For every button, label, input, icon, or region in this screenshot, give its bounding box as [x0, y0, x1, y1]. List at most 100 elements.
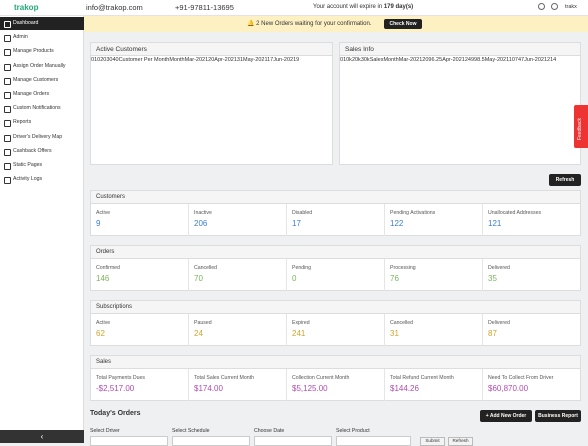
stat-value: -$2,517.00: [96, 384, 135, 393]
value-label: 31: [236, 57, 244, 63]
nav-item[interactable]: Admin: [0, 31, 84, 44]
filter-input[interactable]: [254, 436, 332, 446]
y-tick-label: 40: [112, 57, 119, 63]
value-label: 17: [267, 57, 274, 63]
nav-item[interactable]: Manage Orders: [0, 88, 84, 101]
stat-value: $144.26: [390, 384, 419, 393]
stat-value: 206: [194, 219, 208, 228]
x-tick-label: May-2021: [243, 57, 268, 63]
stat-cell: Processing 76: [385, 259, 483, 291]
collapse-button[interactable]: ‹: [0, 430, 84, 443]
y-axis-label: Customer Per Month: [118, 57, 170, 63]
stat-label: Total Refund Current Month: [390, 375, 454, 381]
notice-bar: 🔔 2 New Orders waiting for your confirma…: [84, 16, 588, 32]
stat-cell: Pending Activations 122: [385, 204, 483, 236]
x-tick-label: Mar-2021: [398, 57, 423, 63]
stat-value: 17: [292, 219, 301, 228]
chart-panel: Active Customers 010203040Customer Per Mo…: [90, 42, 333, 165]
stat-value: 35: [488, 274, 497, 283]
stat-cell: Delivered 35: [483, 259, 581, 291]
stat-label: Disabled: [292, 210, 313, 216]
panel-title: Customers: [91, 191, 580, 204]
stat-cell: Expired 241: [287, 314, 385, 346]
nav-item[interactable]: Manage Customers: [0, 74, 84, 87]
value-label: 10747: [508, 57, 525, 63]
filter-input[interactable]: [336, 436, 411, 446]
chart: 010k20k30kSalesMonthMar-20212096.25Apr-2…: [340, 57, 556, 63]
stat-value: 62: [96, 329, 105, 338]
filter-input[interactable]: [172, 436, 250, 446]
stat-label: Delivered: [488, 265, 510, 271]
action-button[interactable]: + Add New Order: [480, 410, 532, 422]
stat-label: Processing: [390, 265, 416, 271]
x-tick-label: Mar-2021: [184, 57, 209, 63]
refresh-button[interactable]: Refresh: [549, 174, 581, 186]
stat-cell: Delivered 87: [483, 314, 581, 346]
stat-cell: Total Refund Current Month $144.26: [385, 369, 483, 401]
y-tick-label: 0: [340, 57, 344, 63]
stat-value: $60,870.00: [488, 384, 529, 393]
value-label: 9: [296, 57, 300, 63]
stat-label: Total Payments Dues: [96, 375, 146, 381]
nav-item[interactable]: Manage Products: [0, 45, 84, 58]
stat-label: Paused: [194, 320, 212, 326]
stat-value: 76: [390, 274, 399, 283]
stat-cell: Cancelled 70: [189, 259, 287, 291]
top-bar: trakop info@trakop.com +91-97811-13695 Y…: [0, 0, 588, 16]
filter-button[interactable]: Submit: [420, 437, 445, 446]
nav-item[interactable]: Reports: [0, 116, 84, 129]
stat-value: 31: [390, 329, 399, 338]
nav-item[interactable]: Static Pages: [0, 159, 84, 172]
stat-panel: Customers Active 9 Inactive 206 Disabled 17 Pen…: [90, 190, 581, 236]
stat-cell: Collection Current Month $5,125.00: [287, 369, 385, 401]
stat-label: Inactive: [194, 210, 212, 216]
stat-label: Cancelled: [390, 320, 414, 326]
x-tick-label: May-2021: [484, 57, 509, 63]
y-tick-label: 10k: [343, 57, 352, 63]
stat-cell: Total Sales Current Month $174.00: [189, 369, 287, 401]
settings-icon[interactable]: [538, 3, 545, 10]
notice-text: 🔔 2 New Orders waiting for your confirma…: [247, 21, 372, 27]
username[interactable]: trakx: [565, 4, 577, 10]
nav-item[interactable]: Custom Notifications: [0, 102, 84, 115]
y-tick-label: 30k: [360, 57, 370, 63]
x-tick-label: Jun-2021: [524, 57, 548, 63]
y-axis-label: Sales: [369, 57, 384, 63]
feedback-label[interactable]: Feedback: [577, 118, 583, 140]
y-tick-label: 30: [106, 57, 113, 63]
user-icon[interactable]: [551, 3, 558, 10]
logo: trakop: [14, 3, 39, 12]
stat-cell: Disabled 17: [287, 204, 385, 236]
stat-label: Confirmed: [96, 265, 120, 271]
stat-value: 70: [194, 274, 203, 283]
feedback-tab[interactable]: Feedback: [574, 105, 588, 148]
chart-title: Active Customers: [91, 43, 332, 56]
stat-cell: Need To Collect From Driver $60,870.00: [483, 369, 581, 401]
check-now-button[interactable]: Check Now: [384, 19, 422, 29]
filter-label: Select Product: [336, 428, 370, 434]
expiry-text: Your account will expire in: [313, 4, 383, 10]
y-tick-label: 20: [100, 57, 107, 63]
notice-message: 2 New Orders waiting for your confirmati…: [256, 21, 372, 27]
action-button[interactable]: Business Report: [535, 410, 581, 422]
stat-label: Cancelled: [194, 265, 218, 271]
nav-item[interactable]: Activity Logs: [0, 173, 84, 186]
stat-label: Total Sales Current Month: [194, 375, 254, 381]
stat-cell: Unallocated Addresses 121: [483, 204, 581, 236]
email[interactable]: info@trakop.com: [86, 3, 143, 12]
filter-label: Select Schedule: [172, 428, 210, 434]
filter-button[interactable]: Refresh: [448, 437, 473, 446]
nav-item[interactable]: Driver's Delivery Map: [0, 131, 84, 144]
stat-label: Pending Activations: [390, 210, 436, 216]
stat-value: 241: [292, 329, 306, 338]
nav-item[interactable]: Dashboard: [0, 17, 84, 30]
filter-label: Select Driver: [90, 428, 120, 434]
stat-label: Pending: [292, 265, 312, 271]
filter-input[interactable]: [90, 436, 168, 446]
nav-item[interactable]: Assign Order Manually: [0, 60, 84, 73]
sidebar: Dashboard Admin Manage Products Assign Orde…: [0, 16, 84, 443]
nav-item[interactable]: Cashback Offers: [0, 145, 84, 158]
y-tick-label: 20k: [351, 57, 361, 63]
